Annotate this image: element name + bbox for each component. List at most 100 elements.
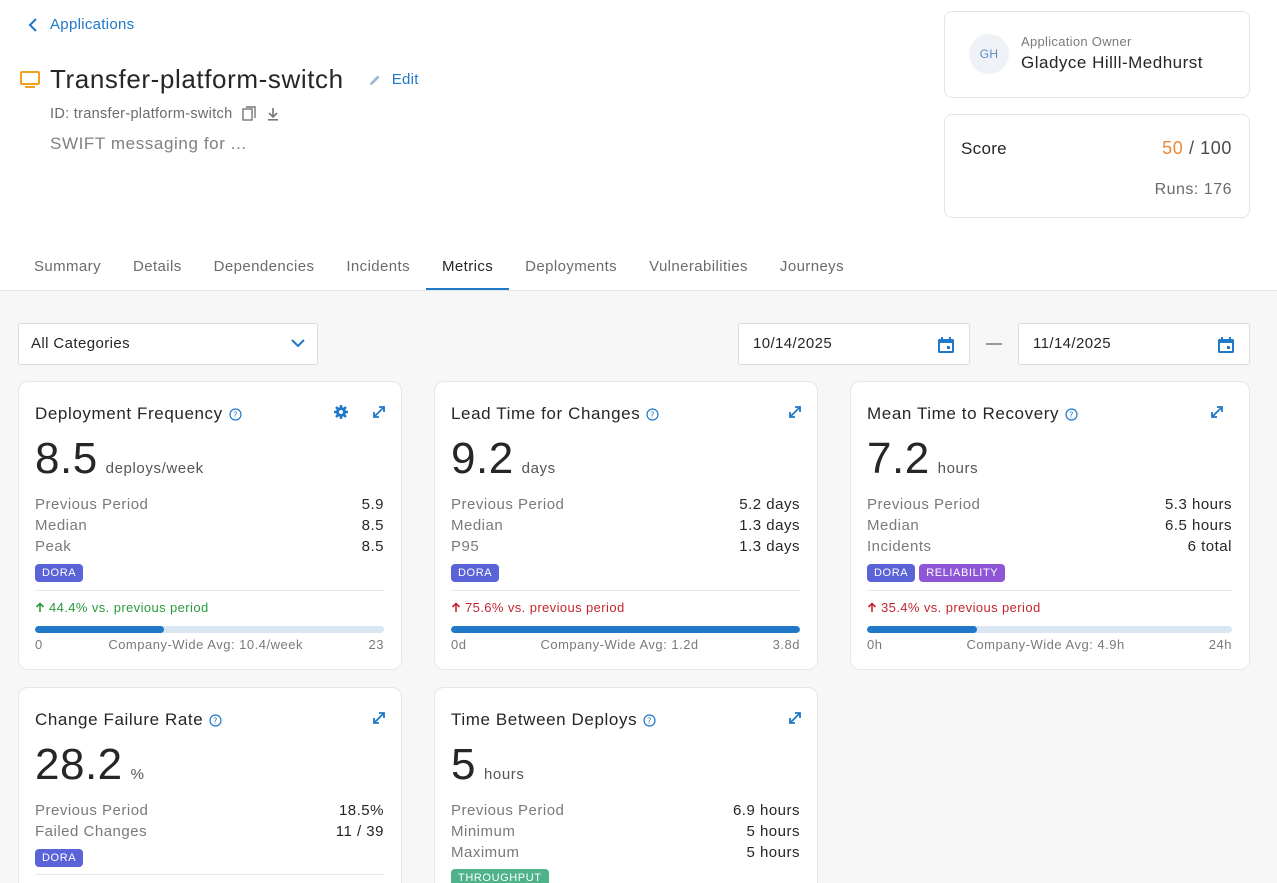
pencil-icon <box>369 75 380 85</box>
stat-row: Previous Period 6.9 hours <box>451 800 800 821</box>
metric-stats: Previous Period 5.2 days Median 1.3 days P… <box>451 494 800 557</box>
badge-group: DORA <box>451 564 500 582</box>
tab-details[interactable]: Details <box>132 258 182 275</box>
help-icon[interactable]: ? <box>643 713 656 727</box>
stat-row: Median 6.5 hours <box>867 515 1232 536</box>
stat-value: 6 total <box>1187 538 1232 555</box>
scale-average: Company-Wide Avg: 4.9h <box>966 637 1125 652</box>
dora-badge: DORA <box>35 849 84 867</box>
scale-average: Company-Wide Avg: 10.4/week <box>108 637 303 652</box>
period-change: 44.4% vs. previous period <box>35 600 209 615</box>
card-actions <box>1209 404 1225 420</box>
back-to-applications-link[interactable]: Applications <box>28 16 134 33</box>
edit-button[interactable]: Edit <box>368 71 419 88</box>
tab-metrics[interactable]: Metrics <box>426 245 510 290</box>
expand-icon[interactable] <box>1209 404 1225 420</box>
stat-label: P95 <box>451 538 480 555</box>
metric-value-row: 8.5 deploys/week <box>35 434 204 484</box>
metric-card-deployment-frequency: Deployment Frequency ? 8.5 deploys/week … <box>18 381 402 670</box>
score-max: 100 <box>1200 138 1232 158</box>
tab-divider <box>0 290 1277 291</box>
tab-incidents[interactable]: Incidents <box>346 258 410 275</box>
date-to-value: 11/14/2025 <box>1033 335 1111 352</box>
card-title-text: Lead Time for Changes <box>451 404 641 423</box>
category-select-value: All Categories <box>31 335 130 352</box>
stat-value: 6.9 hours <box>732 802 800 819</box>
stat-row: Minimum 5 hours <box>451 821 800 842</box>
stat-label: Incidents <box>867 538 932 555</box>
metric-stats: Previous Period 5.3 hours Median 6.5 hours… <box>867 494 1232 557</box>
card-title-text: Mean Time to Recovery <box>867 404 1060 423</box>
owner-label: Application Owner <box>1021 34 1132 49</box>
help-icon[interactable]: ? <box>646 407 659 421</box>
dora-badge: DORA <box>867 564 916 582</box>
progress-scale: 0h Company-Wide Avg: 4.9h 24h <box>867 637 1232 652</box>
card-title: Lead Time for Changes ? <box>451 404 659 424</box>
progress-bar <box>867 626 1232 633</box>
date-from-value: 10/14/2025 <box>753 335 833 352</box>
category-select[interactable]: All Categories <box>18 323 318 365</box>
period-change: 75.6% vs. previous period <box>451 600 625 615</box>
scale-min: 0d <box>451 637 467 652</box>
date-to-input[interactable]: 11/14/2025 <box>1018 323 1250 365</box>
divider <box>35 590 384 591</box>
scale-max: 23 <box>368 637 384 652</box>
tab-deployments[interactable]: Deployments <box>525 258 618 275</box>
divider <box>451 590 800 591</box>
svg-text:?: ? <box>213 716 218 725</box>
help-icon[interactable]: ? <box>1065 407 1078 421</box>
metric-value-row: 28.2 % <box>35 740 145 790</box>
back-link-label: Applications <box>50 16 135 33</box>
badge-group: DORA <box>35 564 84 582</box>
throughput-badge: THROUGHPUT <box>451 869 549 883</box>
metric-value: 28.2 <box>35 740 123 789</box>
date-from-input[interactable]: 10/14/2025 <box>738 323 970 365</box>
stat-label: Previous Period <box>451 496 565 513</box>
runs-count: Runs: 176 <box>1154 181 1232 198</box>
tab-dependencies[interactable]: Dependencies <box>213 258 315 275</box>
stat-value: 5 hours <box>746 844 800 861</box>
card-actions <box>371 710 387 726</box>
stat-value: 5.9 <box>361 496 384 513</box>
progress-bar <box>451 626 800 633</box>
app-description: SWIFT messaging for ... <box>50 134 247 153</box>
stat-value: 1.3 days <box>739 538 800 555</box>
app-header: Applications Transfer-platform-switch Ed… <box>0 0 1277 290</box>
metric-card-lead-time: Lead Time for Changes ? 9.2 days Previou… <box>434 381 818 670</box>
calendar-icon[interactable] <box>937 336 955 354</box>
stat-label: Minimum <box>451 823 516 840</box>
metric-value: 8.5 <box>35 434 98 483</box>
help-icon[interactable]: ? <box>229 407 242 421</box>
expand-icon[interactable] <box>787 710 803 726</box>
stat-row: Median 1.3 days <box>451 515 800 536</box>
expand-icon[interactable] <box>371 710 387 726</box>
score-card: Score 50 / 100 Runs: 176 <box>944 114 1250 218</box>
stat-row: Previous Period 18.5% <box>35 800 384 821</box>
expand-icon[interactable] <box>787 404 803 420</box>
owner-name: Gladyce Hilll-Medhurst <box>1021 53 1203 72</box>
tab-vulnerabilities[interactable]: Vulnerabilities <box>649 258 748 275</box>
monitor-icon <box>20 70 40 88</box>
metric-value-row: 7.2 hours <box>867 434 978 484</box>
chevron-left-icon <box>28 17 37 32</box>
stat-label: Peak <box>35 538 72 555</box>
download-icon[interactable] <box>266 106 280 122</box>
card-title: Time Between Deploys ? <box>451 710 656 730</box>
metric-value: 5 <box>451 740 476 789</box>
progress-scale: 0d Company-Wide Avg: 1.2d 3.8d <box>451 637 800 652</box>
gear-icon[interactable] <box>333 404 349 420</box>
tab-journeys[interactable]: Journeys <box>779 258 844 275</box>
reliability-badge: RELIABILITY <box>919 564 1006 582</box>
stat-row: Incidents 6 total <box>867 536 1232 557</box>
calendar-icon[interactable] <box>1217 336 1235 354</box>
help-icon[interactable]: ? <box>209 713 222 727</box>
app-id-text: ID: transfer-platform-switch <box>50 106 233 122</box>
stat-label: Median <box>35 517 88 534</box>
stat-value: 18.5% <box>338 802 384 819</box>
expand-icon[interactable] <box>371 404 387 420</box>
tab-summary[interactable]: Summary <box>34 258 101 275</box>
badge-group: DORA <box>35 849 84 867</box>
stat-value: 8.5 <box>361 538 384 555</box>
metric-unit: days <box>521 460 556 477</box>
copy-icon[interactable] <box>242 106 257 122</box>
